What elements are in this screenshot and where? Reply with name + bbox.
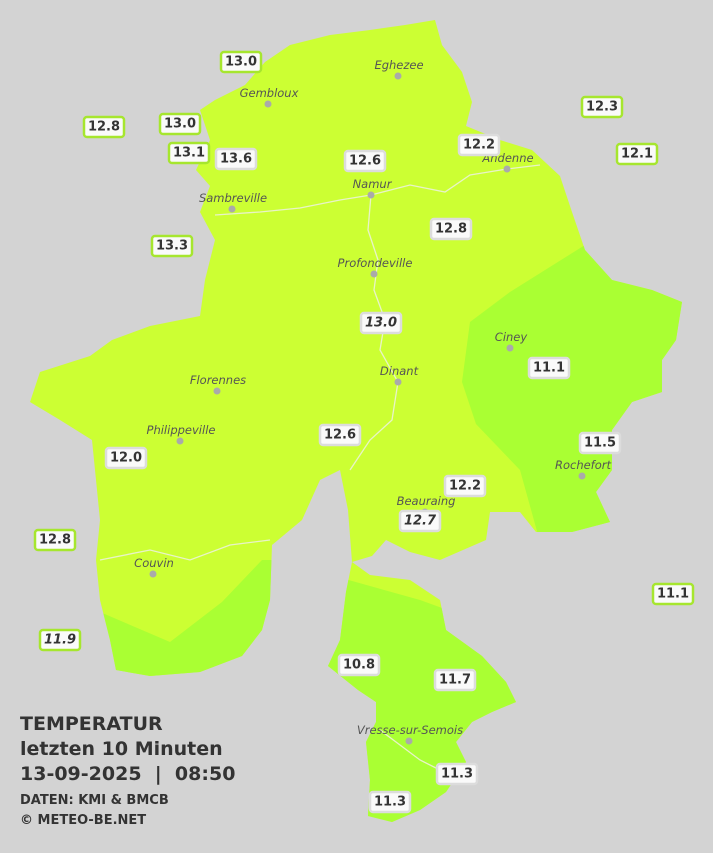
legend-source: DATEN: KMI & BMCB xyxy=(20,793,169,808)
station-value: 11.3 xyxy=(374,795,406,810)
station-box xyxy=(33,528,77,552)
city-label: Beauraing xyxy=(397,494,456,508)
legend: TEMPERATUR letzten 10 Minuten 13-09-2025… xyxy=(20,713,235,828)
station-box xyxy=(368,790,412,814)
station-box xyxy=(214,147,258,171)
station-value: 13.3 xyxy=(156,239,188,254)
station-box xyxy=(429,217,473,241)
city-label: Eghezee xyxy=(374,58,423,72)
station-box xyxy=(580,95,624,119)
city-dot xyxy=(405,737,413,745)
city-dot xyxy=(394,378,402,386)
station-value: 12.2 xyxy=(449,479,481,494)
station-value: 13.0 xyxy=(365,316,397,331)
legend-period: letzten 10 Minuten xyxy=(20,738,223,760)
station-value: 12.8 xyxy=(88,120,120,135)
station-box xyxy=(167,141,211,165)
city-dot xyxy=(149,570,157,578)
station-value: 13.0 xyxy=(225,55,257,70)
station-value: 11.9 xyxy=(44,633,76,648)
city-dot xyxy=(370,270,378,278)
station-box xyxy=(343,149,387,173)
city-label: Dinant xyxy=(380,364,419,378)
station-box xyxy=(433,668,477,692)
station-box xyxy=(38,628,82,652)
station-box xyxy=(457,133,501,157)
station-value: 12.6 xyxy=(349,154,381,169)
cities: EghezeeGemblouxAndenneNamurSambrevillePr… xyxy=(134,58,612,745)
station-value: 11.1 xyxy=(533,361,565,376)
station-value: 11.1 xyxy=(657,587,689,602)
station-box xyxy=(219,50,263,74)
city-label: Couvin xyxy=(134,556,174,570)
station-value: 12.3 xyxy=(586,100,618,115)
rivers xyxy=(99,164,541,771)
station-box xyxy=(359,311,403,335)
city-dot xyxy=(176,437,184,445)
city-dot xyxy=(578,472,586,480)
legend-title: TEMPERATUR xyxy=(20,713,163,735)
river xyxy=(99,539,271,561)
stations: 13.0 12.8 13.0 13.1 13.6 12.6 12.2 12.3 12.1 13.3… xyxy=(33,50,695,814)
station-box xyxy=(398,509,442,533)
city-label: Sambreville xyxy=(199,191,267,205)
station-box xyxy=(578,431,622,455)
river xyxy=(349,194,399,471)
station-box xyxy=(158,112,202,136)
city-dot xyxy=(213,387,221,395)
city-dot xyxy=(503,165,511,173)
station-box xyxy=(527,356,571,380)
station-value: 11.7 xyxy=(439,673,471,688)
station-box xyxy=(318,423,362,447)
station-box xyxy=(651,582,695,606)
city-label: Ciney xyxy=(495,330,528,344)
station-value: 12.8 xyxy=(435,222,467,237)
station-box xyxy=(443,474,487,498)
city-dot xyxy=(506,344,514,352)
legend-datetime: 13-09-2025 | 08:50 xyxy=(20,763,235,785)
station-value: 12.2 xyxy=(463,138,495,153)
station-value: 11.3 xyxy=(441,767,473,782)
station-value: 12.8 xyxy=(39,533,71,548)
city-label: Philippeville xyxy=(147,423,216,437)
city-label: Rochefort xyxy=(555,458,612,472)
city-dot xyxy=(228,205,236,213)
station-value: 12.7 xyxy=(404,514,437,529)
city-label: Florennes xyxy=(190,373,246,387)
station-box xyxy=(615,142,659,166)
station-value: 13.0 xyxy=(164,117,196,132)
city-dot xyxy=(264,100,272,108)
city-dot xyxy=(367,191,375,199)
city-label: Vresse-sur-Semois xyxy=(357,723,463,737)
station-box xyxy=(337,653,381,677)
station-box xyxy=(82,115,126,139)
station-value: 10.8 xyxy=(343,658,375,673)
river xyxy=(214,164,541,216)
station-value: 12.0 xyxy=(110,451,142,466)
station-value: 13.1 xyxy=(173,146,205,161)
city-dot xyxy=(394,72,402,80)
station-box xyxy=(435,762,479,786)
station-box xyxy=(104,446,148,470)
river xyxy=(379,729,441,771)
station-value: 12.1 xyxy=(621,147,653,162)
station-value: 13.6 xyxy=(220,152,252,167)
city-label: Namur xyxy=(353,177,393,191)
station-value: 11.5 xyxy=(584,436,616,451)
station-value: 12.6 xyxy=(324,428,356,443)
city-label: Gembloux xyxy=(240,86,299,100)
city-label: Profondeville xyxy=(338,256,413,270)
station-box xyxy=(150,234,194,258)
legend-copyright: © METEO-BE.NET xyxy=(20,813,146,828)
